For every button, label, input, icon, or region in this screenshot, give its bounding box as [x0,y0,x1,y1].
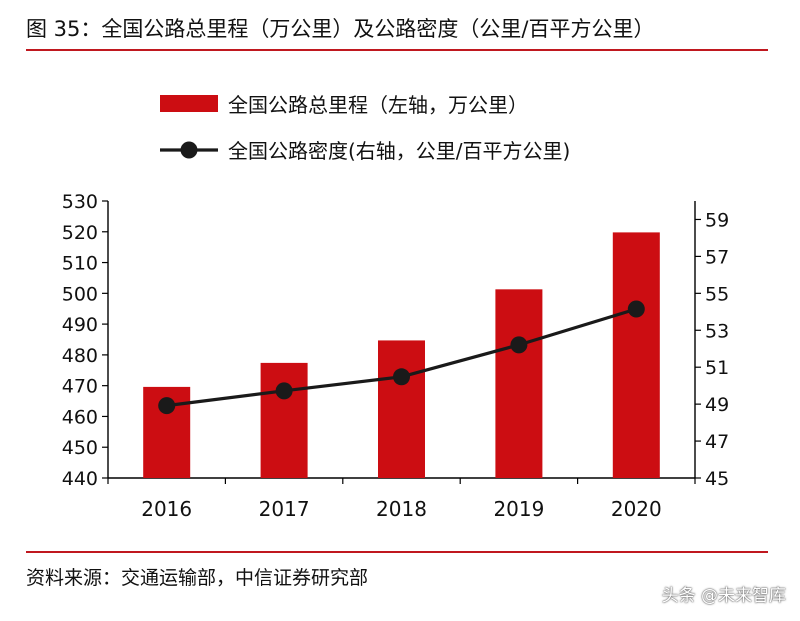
density-point-2018 [393,368,410,386]
left-tick-label: 470 [62,376,98,398]
chart: 440 450 460 470 480 490 500 510 520 530 45 47 49 51 53… [62,93,729,521]
legend-line-label: 全国公路密度(右轴，公里/百平方公里) [228,139,570,163]
right-tick-label: 53 [705,320,729,342]
left-tick-label: 440 [62,468,98,490]
legend-bar-label: 全国公路总里程（左轴，万公里） [228,93,528,117]
bar-2019 [495,289,543,478]
left-tick-label: 530 [62,191,98,213]
right-tick-label: 57 [705,246,729,268]
x-tick-label: 2016 [141,497,192,521]
bar-2020 [612,232,660,478]
x-tick-label: 2017 [259,497,310,521]
left-tick-label: 460 [62,406,98,428]
source-divider [26,551,768,553]
figure-title: 图 35：全国公路总里程（万公里）及公路密度（公里/百平方公里） [26,17,655,41]
right-tick-label: 47 [705,431,729,453]
left-tick-label: 510 [62,253,98,275]
right-tick-label: 51 [705,357,729,379]
left-tick-label: 500 [62,283,98,305]
source-note: 资料来源：交通运输部，中信证券研究部 [26,567,369,589]
bar-2018 [378,340,425,478]
right-tick-label: 45 [705,468,729,490]
legend-bar-swatch [160,95,218,112]
density-point-2020 [627,300,645,318]
density-point-2019 [510,336,528,354]
x-tick-label: 2018 [376,497,427,521]
left-tick-label: 450 [62,437,98,459]
x-tick-label: 2020 [611,497,662,521]
watermark: 头条 @未来智库 [661,586,786,606]
right-tick-label: 49 [705,394,729,416]
density-point-2017 [275,382,293,400]
right-tick-label: 55 [705,283,729,305]
bar-2017 [260,362,308,478]
left-tick-label: 480 [62,345,98,367]
density-point-2016 [158,397,176,415]
x-tick-label: 2019 [493,497,544,521]
legend-line-marker [180,141,198,159]
left-tick-label: 490 [62,314,98,336]
right-tick-label: 59 [705,209,729,231]
left-tick-label: 520 [62,222,98,244]
title-divider [26,49,768,51]
